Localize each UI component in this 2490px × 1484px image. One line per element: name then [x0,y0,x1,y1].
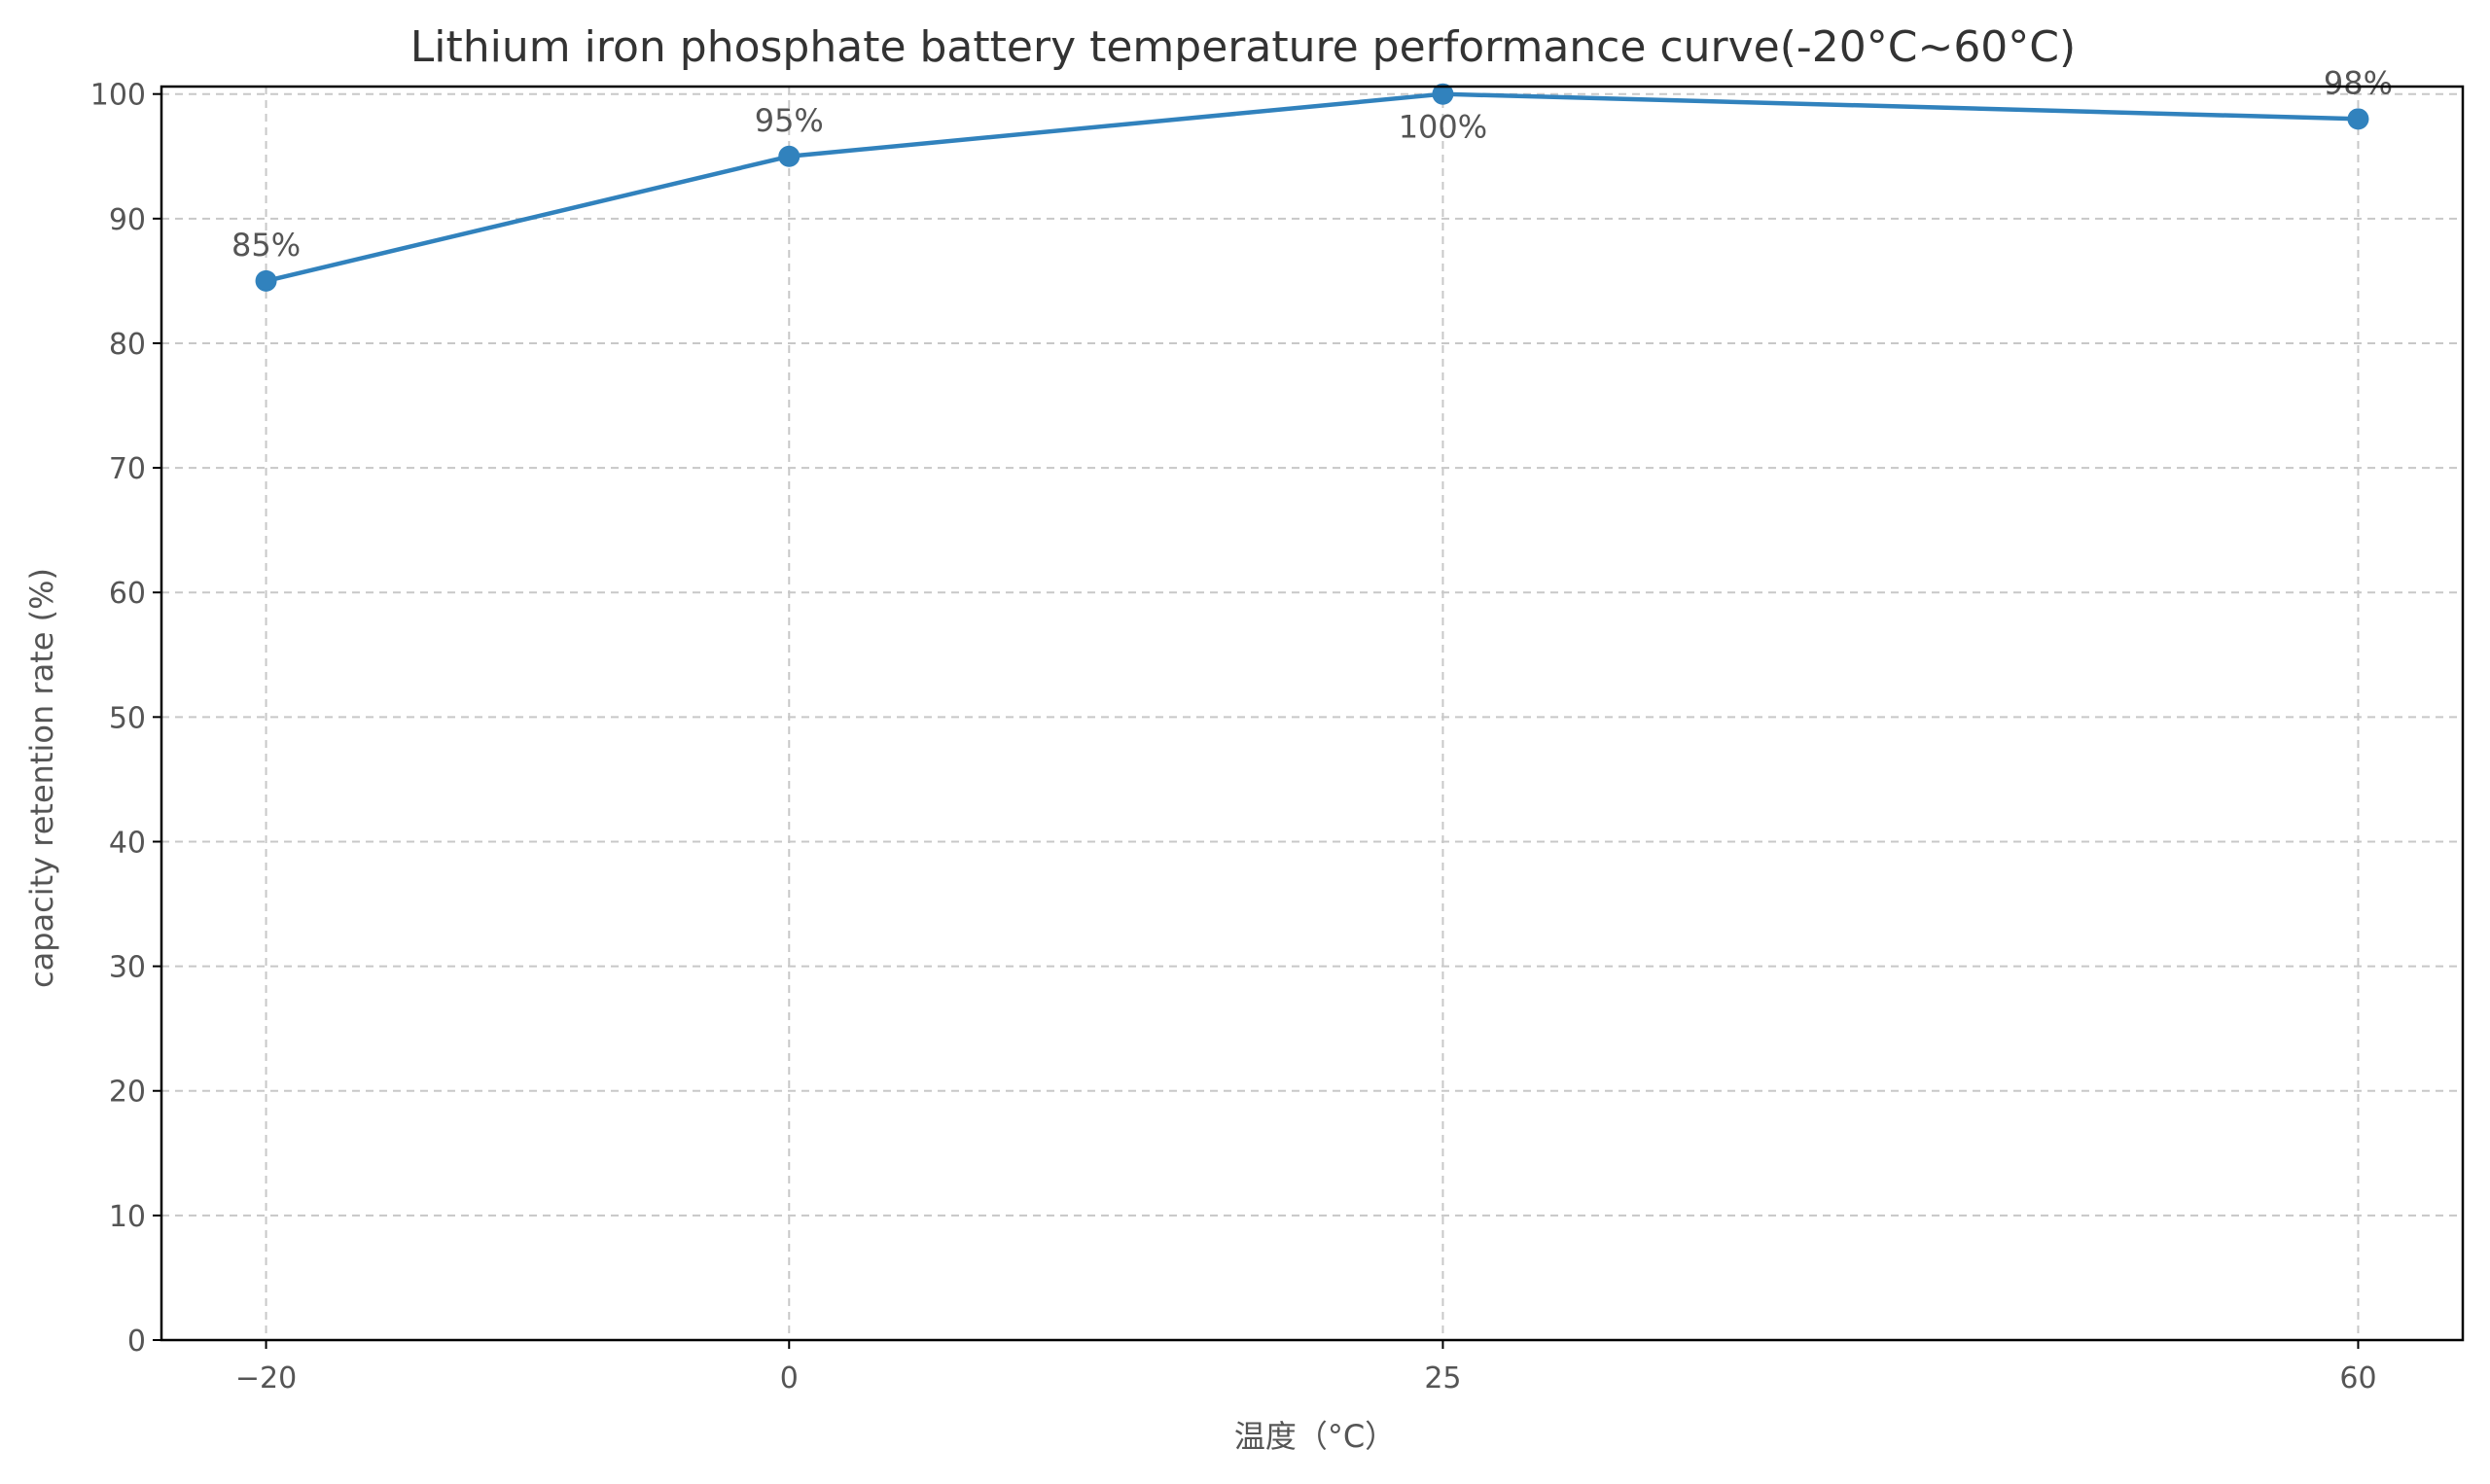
y-tick-label: 90 [109,203,146,237]
data-label: 95% [755,102,824,139]
y-axis-title: capacity retention rate (%) [23,568,60,988]
x-tick-label: −20 [235,1361,297,1396]
y-tick-label: 100 [90,79,146,113]
y-tick-label: 50 [109,701,146,735]
y-tick-label: 70 [109,452,146,486]
y-tick-label: 60 [109,577,146,611]
grid [161,87,2463,1341]
plot-frame [160,85,2465,1342]
y-tick-label: 80 [109,328,146,362]
x-tick-label: 0 [780,1361,799,1396]
x-tick-label: 60 [2339,1361,2376,1396]
series-line [266,91,2359,284]
data-label: 98% [2324,64,2393,101]
y-tick-label: 30 [109,951,146,985]
y-tick-label: 0 [127,1325,146,1359]
data-label: 85% [231,227,301,264]
x-axis-title: 温度（°C） [1234,1418,1396,1455]
axes: 0 10 20 30 40 50 60 70 80 90 100 −20 0 25 60 [90,79,2465,1396]
data-label: 100% [1399,109,1487,146]
series-layer: 85% 95% 100% 98% [231,64,2393,292]
y-tick-label: 10 [109,1200,146,1234]
chart-title: Lithium iron phosphate battery temperatu… [410,22,2076,72]
y-tick-label: 40 [109,826,146,860]
data-point [2347,108,2369,130]
data-point [255,269,277,292]
y-tick-label: 20 [109,1076,146,1110]
x-tick-label: 25 [1424,1361,1461,1396]
data-point [778,145,800,167]
data-point [1432,83,1454,105]
